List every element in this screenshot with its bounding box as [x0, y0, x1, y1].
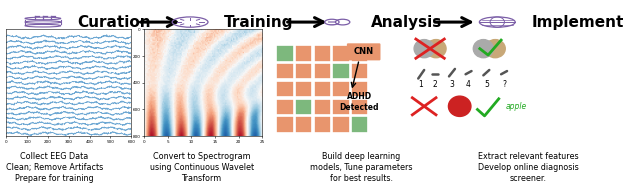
Bar — [295, 81, 312, 97]
Circle shape — [414, 40, 434, 58]
Bar — [295, 63, 312, 79]
Bar — [295, 116, 312, 133]
Bar — [314, 45, 331, 62]
Bar — [314, 99, 331, 115]
Text: 3: 3 — [449, 80, 454, 89]
Text: apple: apple — [506, 102, 527, 111]
Text: Training: Training — [224, 15, 294, 30]
Text: Extract relevant features
Develop online diagnosis
screener.: Extract relevant features Develop online… — [477, 152, 579, 183]
Bar — [332, 45, 350, 62]
Bar — [351, 99, 369, 115]
Text: Curation: Curation — [77, 15, 150, 30]
Bar — [332, 63, 350, 79]
Text: Convert to Spectrogram
using Continuous Wavelet
Transform: Convert to Spectrogram using Continuous … — [150, 152, 253, 183]
Circle shape — [474, 40, 493, 58]
Bar — [295, 45, 312, 62]
Bar — [332, 81, 350, 97]
Bar — [276, 99, 294, 115]
Text: 4: 4 — [465, 80, 470, 89]
Text: ADHD
Detected: ADHD Detected — [339, 92, 379, 112]
Text: 5: 5 — [484, 80, 490, 89]
Bar — [351, 63, 369, 79]
Bar — [276, 81, 294, 97]
Text: CNN: CNN — [354, 47, 374, 56]
Bar — [314, 63, 331, 79]
Text: 2: 2 — [433, 80, 437, 89]
Bar — [295, 99, 312, 115]
Bar — [276, 116, 294, 133]
Bar — [276, 63, 294, 79]
Circle shape — [485, 40, 505, 58]
Bar — [332, 99, 350, 115]
Text: Collect EEG Data
Clean; Remove Artifacts
Prepare for training: Collect EEG Data Clean; Remove Artifacts… — [6, 152, 103, 183]
Text: Implement: Implement — [531, 15, 623, 30]
Bar — [276, 45, 294, 62]
Bar — [314, 81, 331, 97]
Text: ?: ? — [502, 80, 507, 89]
Bar — [351, 116, 369, 133]
Text: Analysis: Analysis — [371, 15, 442, 30]
Circle shape — [449, 96, 471, 116]
Bar — [314, 116, 331, 133]
Bar — [332, 116, 350, 133]
Bar — [351, 45, 369, 62]
Bar — [351, 81, 369, 97]
Circle shape — [426, 40, 446, 58]
Text: Build deep learning
models, Tune parameters
for best results.: Build deep learning models, Tune paramet… — [310, 152, 413, 183]
Text: 1: 1 — [418, 80, 423, 89]
FancyBboxPatch shape — [347, 43, 380, 60]
